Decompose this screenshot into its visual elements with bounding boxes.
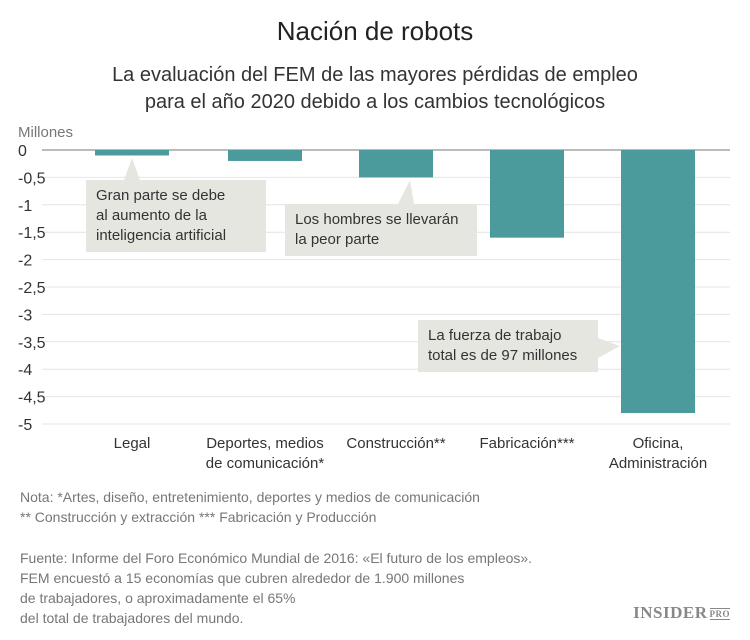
bar xyxy=(228,150,302,161)
x-tick-label: Administración xyxy=(609,455,707,472)
annotation-men: Los hombres se llevarán la peor parte xyxy=(285,204,477,256)
callout-pointer xyxy=(598,338,620,358)
bar xyxy=(95,150,169,156)
annotation-ai: Gran parte se debe al aumento de la inte… xyxy=(86,180,266,252)
y-tick-label: -2,5 xyxy=(18,280,46,297)
y-tick-label: -0,5 xyxy=(18,170,46,187)
note-line: Nota: *Artes, diseño, entretenimiento, d… xyxy=(20,489,480,505)
y-tick-label: -1 xyxy=(18,198,32,215)
annotation-line: inteligencia artificial xyxy=(96,227,227,244)
y-tick-label: -1,5 xyxy=(18,225,46,242)
annotation-line: Los hombres se llevarán xyxy=(295,211,459,228)
y-tick-label: -4 xyxy=(18,362,32,379)
x-tick-label: Oficina, xyxy=(633,435,684,452)
bar xyxy=(490,150,564,238)
chart-title: Nación de robots xyxy=(276,16,474,46)
bar xyxy=(621,150,695,414)
x-tick-label: de comunicación* xyxy=(206,455,325,472)
subtitle-line: La evaluación del FEM de las mayores pér… xyxy=(112,64,638,86)
subtitle-line: para el año 2020 debido a los cambios te… xyxy=(144,91,606,113)
annotation-line: al aumento de la xyxy=(96,207,207,224)
y-tick-label: -3 xyxy=(18,307,32,324)
annotation-line: total es de 97 millones xyxy=(428,347,578,364)
source-line: del total de trabajadores del mundo. xyxy=(20,610,244,626)
bar xyxy=(359,150,433,178)
callout-pointer xyxy=(398,180,414,204)
insider-pro-logo: INSIDER PRO xyxy=(633,603,730,622)
callout-pointer xyxy=(124,158,140,180)
annotation-line: Gran parte se debe xyxy=(96,187,226,204)
notes: Nota: *Artes, diseño, entretenimiento, d… xyxy=(20,487,480,527)
y-tick-label: -4,5 xyxy=(18,390,46,407)
note-line: ** Construcción y extracción *** Fabrica… xyxy=(20,509,377,525)
x-tick-label: Fabricación*** xyxy=(479,435,574,452)
source-line: de trabajadores, o aproximadamente el 65… xyxy=(20,590,296,606)
y-axis-label: Millones xyxy=(18,124,73,141)
x-tick-label: Construcción** xyxy=(346,435,445,452)
y-tick-label: -2 xyxy=(18,253,32,270)
annotation-workforce: La fuerza de trabajo total es de 97 mill… xyxy=(418,320,598,372)
annotation-line: La fuerza de trabajo xyxy=(428,327,562,344)
source-line: Fuente: Informe del Foro Económico Mundi… xyxy=(20,550,533,566)
source: Fuente: Informe del Foro Económico Mundi… xyxy=(20,548,532,628)
x-tick-label: Deportes, medios xyxy=(206,435,324,452)
source-line: FEM encuestó a 15 economías que cubren a… xyxy=(20,570,465,586)
y-tick-label: -3,5 xyxy=(18,335,46,352)
annotation-line: la peor parte xyxy=(295,231,380,248)
y-tick-label: 0 xyxy=(18,143,27,160)
chart-subtitle: La evaluación del FEM de las mayores pér… xyxy=(0,62,750,116)
y-tick-label: -5 xyxy=(18,417,32,434)
x-tick-label: Legal xyxy=(114,435,151,452)
